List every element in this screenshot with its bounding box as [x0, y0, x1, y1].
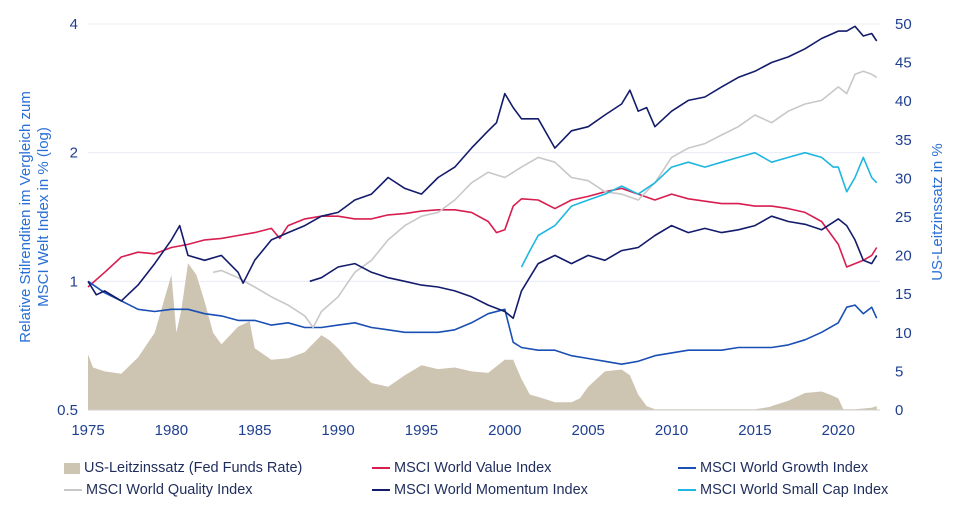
- right-tick-label: 35: [895, 132, 912, 149]
- series-line-smallcap: [520, 151, 878, 268]
- x-axis-ticks: 1975 1980 1985 1990 1995 2000 2005 2010 2015 2020: [71, 422, 855, 439]
- legend-swatch: [64, 489, 82, 491]
- legend-swatch: [678, 467, 696, 469]
- legend-item-smallcap: MSCI World Small Cap Index: [678, 482, 888, 498]
- x-tick-label: 1975: [71, 422, 104, 439]
- legend-item-value: MSCI World Value Index: [372, 460, 551, 476]
- x-tick-label: 1985: [238, 422, 271, 439]
- x-tick-label: 2000: [488, 422, 521, 439]
- x-tick-label: 2005: [572, 422, 605, 439]
- x-tick-label: 1995: [405, 422, 438, 439]
- legend-label: US-Leitzinssatz (Fed Funds Rate): [84, 460, 303, 476]
- legend-item-growth: MSCI World Growth Index: [678, 460, 868, 476]
- legend-label: MSCI World Small Cap Index: [700, 482, 889, 498]
- fed-funds-area-path: [88, 263, 877, 410]
- right-tick-label: 10: [895, 325, 912, 342]
- right-tick-label: 30: [895, 170, 912, 187]
- left-tick-label: 4: [70, 16, 78, 33]
- fed-funds-area: [88, 263, 877, 410]
- series-line-momentum: [309, 215, 878, 320]
- series-line-momentum: [87, 25, 878, 302]
- legend-swatch: [678, 489, 696, 491]
- legend-label: MSCI World Value Index: [394, 460, 552, 476]
- x-tick-label: 2020: [822, 422, 855, 439]
- x-tick-label: 2015: [738, 422, 771, 439]
- legend-swatch: [372, 489, 390, 491]
- right-tick-label: 25: [895, 209, 912, 226]
- right-axis-title: US-Leitzinssatz in %: [929, 143, 946, 281]
- right-tick-label: 20: [895, 248, 912, 265]
- left-tick-label: 1: [70, 273, 78, 290]
- right-tick-label: 15: [895, 286, 912, 303]
- x-tick-label: 2010: [655, 422, 688, 439]
- x-tick-label: 1990: [321, 422, 354, 439]
- legend-item-momentum: MSCI World Momentum Index: [372, 482, 588, 498]
- left-axis-ticks: 0.5 1 2 4: [57, 16, 78, 419]
- legend-label: MSCI World Momentum Index: [394, 482, 588, 498]
- legend-label: MSCI World Quality Index: [86, 482, 253, 498]
- right-tick-label: 50: [895, 16, 912, 33]
- legend-swatch: [64, 462, 80, 474]
- gridlines: [88, 23, 880, 282]
- left-tick-label: 2: [70, 145, 78, 162]
- series-line-growth: [87, 280, 878, 366]
- legend-item-fed: US-Leitzinssatz (Fed Funds Rate): [64, 460, 302, 476]
- left-axis-title: Relative Stilrenditen im Vergleich zumMS…: [17, 91, 52, 343]
- series-lines: [87, 25, 878, 366]
- legend-item-quality: MSCI World Quality Index: [64, 482, 253, 498]
- right-axis-ticks: 0 5 10 15 20 25 30 35 40 45 50: [895, 16, 912, 419]
- right-tick-label: 40: [895, 93, 912, 110]
- legend-label: MSCI World Growth Index: [700, 460, 869, 476]
- right-tick-label: 5: [895, 363, 903, 380]
- x-tick-label: 1980: [155, 422, 188, 439]
- right-tick-label: 0: [895, 402, 903, 419]
- series-line-value: [87, 187, 878, 288]
- legend-swatch: [372, 467, 390, 469]
- right-tick-label: 45: [895, 55, 912, 72]
- series-line-quality: [212, 70, 878, 329]
- left-tick-label: 0.5: [57, 402, 78, 419]
